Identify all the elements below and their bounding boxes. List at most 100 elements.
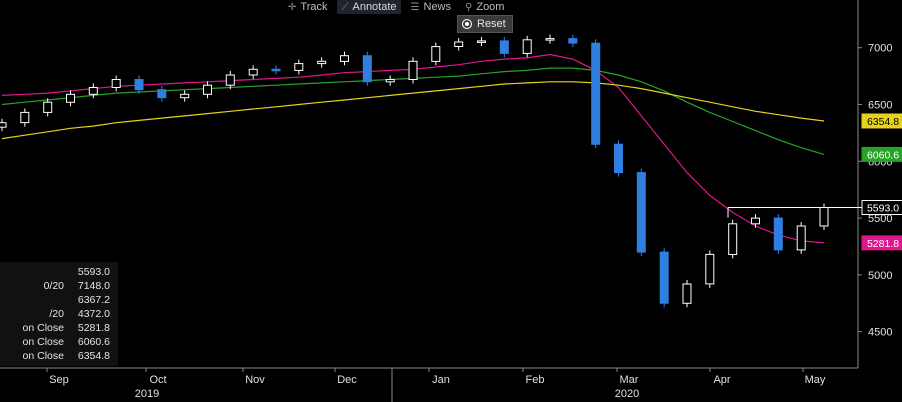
candle-body	[705, 253, 715, 285]
candle-body	[773, 217, 783, 251]
price-tag-label: 6354.8	[867, 116, 899, 128]
candle-body	[431, 46, 441, 62]
candle-body	[157, 89, 167, 99]
annotate-button[interactable]: ⟋ Annotate	[337, 0, 401, 14]
x-tick-label: May	[805, 374, 826, 386]
candle-body	[545, 38, 555, 41]
x-tick-label: Sep	[49, 374, 69, 386]
x-tick-label: Feb	[526, 374, 545, 386]
x-year-label: 2020	[615, 388, 639, 400]
legend-label: 0/20	[43, 280, 64, 292]
candle-body	[796, 225, 806, 251]
price-tag-label: 5281.8	[867, 238, 899, 250]
track-label: Track	[300, 1, 328, 13]
candle-body	[317, 60, 327, 65]
candle-body	[340, 55, 349, 62]
candle-body	[362, 55, 372, 83]
chart-toolbar: ✛ Track ⟋ Annotate ☰ News ⚲ Zoom	[284, 0, 508, 14]
y-tick-label: 5500	[868, 213, 892, 225]
candle-body	[88, 87, 98, 95]
moving-average-line	[1, 81, 825, 140]
candle-body	[819, 207, 829, 227]
legend-value: 6354.8	[77, 350, 110, 362]
candle-body	[728, 223, 738, 256]
y-tick-label: 5000	[868, 270, 892, 282]
candle-body	[591, 42, 601, 145]
candle-body	[659, 251, 669, 304]
candle-body	[203, 84, 212, 95]
candle-body	[66, 93, 75, 103]
price-tag	[861, 200, 902, 216]
candle-body	[614, 143, 623, 174]
candle-body	[134, 79, 144, 91]
price-tags: 5593.0 6354.8 6060.6 5281.8	[727, 113, 902, 251]
legend-row: 0/20 7148.0	[0, 280, 114, 294]
axis-frame	[0, 0, 859, 402]
candle-body	[294, 63, 304, 71]
legend-value: 7148.0	[77, 280, 110, 292]
legend-value: 5593.0	[77, 266, 110, 278]
legend-row: on Close 6354.8	[0, 350, 114, 364]
reset-button[interactable]: Reset	[457, 15, 513, 33]
legend-value: 5281.8	[77, 322, 110, 334]
x-tick-label: Nov	[245, 374, 265, 386]
reset-icon	[462, 19, 472, 29]
y-tick-label: 4500	[868, 327, 892, 339]
y-tick-label: 6500	[868, 99, 892, 111]
legend-value: 6060.6	[77, 336, 110, 348]
candle-body	[111, 79, 121, 88]
candle-body	[682, 283, 692, 304]
magnifier-icon: ⚲	[465, 1, 473, 13]
price-tag	[861, 146, 902, 162]
legend-panel: 5593.0 0/20 7148.0 6367.2 /20 4372.0 on …	[0, 262, 118, 366]
x-year-label: 2019	[135, 388, 159, 400]
x-axis: Sep Oct Nov Dec Jan Feb Mar Apr May 2019 2020	[46, 368, 826, 400]
track-button[interactable]: ✛ Track	[284, 0, 331, 14]
x-tick-label: Dec	[337, 374, 357, 386]
candle-body	[477, 40, 486, 43]
x-tick-label: Oct	[149, 374, 166, 386]
candle-body	[522, 39, 532, 54]
legend-label: on Close	[22, 350, 64, 362]
candle-body	[568, 38, 578, 44]
price-tag	[861, 235, 902, 251]
x-tick-label: Apr	[713, 374, 730, 386]
x-tick-label: Jan	[432, 374, 450, 386]
legend-label: /20	[49, 308, 64, 320]
x-tick-label: Mar	[620, 374, 639, 386]
zoom-button[interactable]: ⚲ Zoom	[461, 0, 508, 14]
legend-row: 6367.2	[0, 294, 114, 308]
price-tag-label: 5593.0	[867, 203, 899, 215]
news-icon: ☰	[410, 1, 420, 13]
candle-body	[225, 74, 235, 86]
legend-row: on Close 6060.6	[0, 336, 114, 350]
legend-value: 4372.0	[77, 308, 110, 320]
crosshair-icon: ✛	[288, 1, 297, 13]
candle-body	[636, 172, 646, 253]
legend-row: /20 4372.0	[0, 308, 114, 322]
news-label: News	[423, 1, 452, 13]
candle-body	[248, 68, 258, 76]
candle-body	[751, 217, 760, 225]
news-button[interactable]: ☰ News	[407, 0, 455, 14]
legend-row: 5593.0	[0, 266, 114, 280]
price-tag	[861, 113, 902, 129]
legend-label: on Close	[22, 336, 64, 348]
legend-value: 6367.2	[77, 294, 110, 306]
candle-body	[499, 40, 509, 54]
zoom-label: Zoom	[476, 1, 505, 13]
candle-body	[0, 122, 7, 128]
candlestick-series	[0, 34, 829, 308]
legend-row: on Close 5281.8	[0, 322, 114, 336]
candle-body	[271, 68, 281, 72]
pencil-icon: ⟋	[341, 1, 349, 13]
candle-body	[180, 93, 190, 99]
candle-body	[385, 79, 395, 83]
candle-body	[43, 101, 53, 113]
candle-body	[454, 41, 464, 47]
annotate-label: Annotate	[352, 1, 397, 13]
y-tick-label: 7000	[868, 43, 892, 55]
candle-body	[408, 60, 418, 80]
legend-label: on Close	[22, 322, 64, 334]
